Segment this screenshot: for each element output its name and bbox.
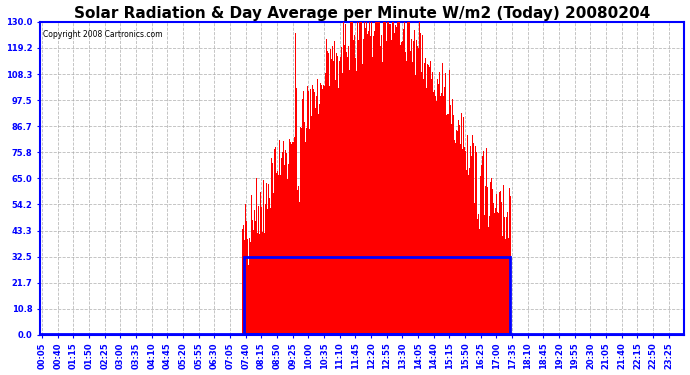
Bar [244,256,510,334]
Text: Copyright 2008 Cartronics.com: Copyright 2008 Cartronics.com [43,30,163,39]
Title: Solar Radiation & Day Average per Minute W/m2 (Today) 20080204: Solar Radiation & Day Average per Minute… [74,6,650,21]
